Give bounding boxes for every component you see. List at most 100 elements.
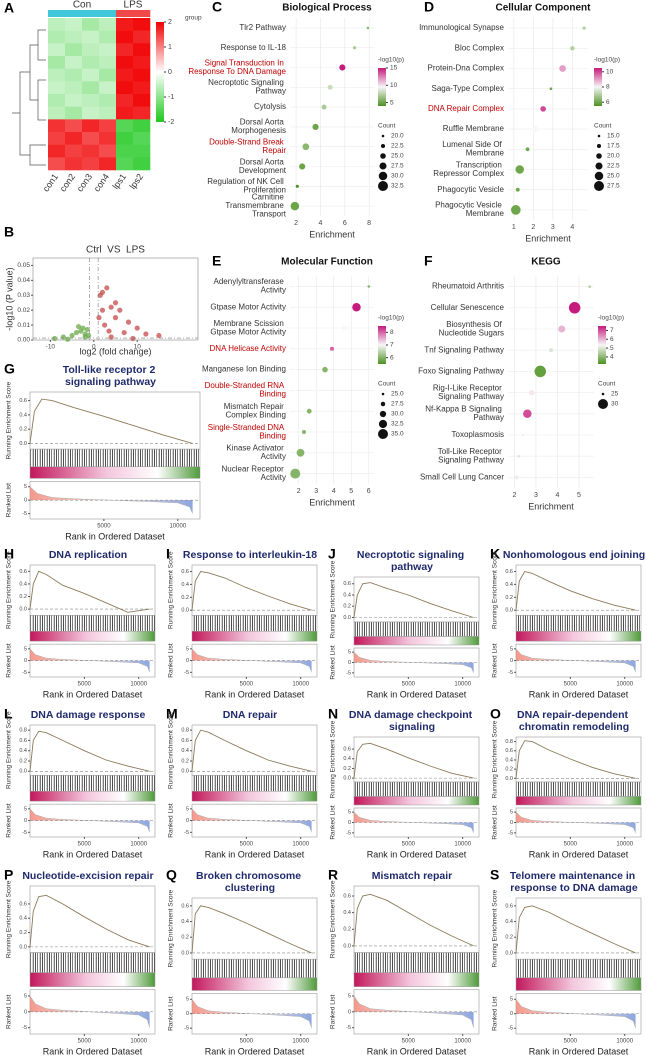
y-tick-label: 0.2 — [343, 766, 351, 772]
y-tick-label: 0.2 — [19, 758, 27, 764]
y-tick-label: 0.2 — [343, 604, 351, 610]
heat-cell — [82, 56, 100, 69]
dot — [534, 365, 546, 378]
plot-bg — [290, 276, 374, 484]
size-key — [378, 181, 388, 191]
plot-frame — [32, 257, 199, 341]
ranked-line — [29, 648, 150, 673]
chart-title: DNA repair-dependent chromatin remodelin… — [517, 709, 631, 733]
heat-cell — [65, 43, 83, 57]
heat-cell — [82, 18, 100, 31]
panel-label: D — [424, 0, 434, 15]
x-tick-label: 1 — [512, 224, 516, 231]
y-tick-label: 0.6 — [343, 893, 351, 899]
chart-title: Nonhomologous end joining — [503, 549, 645, 561]
point — [108, 304, 114, 310]
heat-cell — [48, 106, 66, 120]
point — [65, 336, 71, 342]
size-key-label: 25.0 — [391, 153, 404, 160]
category-label: Rheumatoid Arthritis — [432, 282, 504, 291]
x-tick-label: 10000 — [616, 682, 633, 688]
colorbar-tick-label: 7 — [390, 342, 394, 349]
colorbar-title: -log10(p) — [598, 315, 624, 322]
running-score — [29, 730, 150, 772]
size-key-label: 27.5 — [391, 401, 404, 408]
x-tick-label: 10000 — [130, 842, 147, 848]
size-key-label: 25.0 — [607, 173, 620, 180]
category-label: Membrane Scission Gtpase Motor Activity — [210, 319, 286, 337]
chart-title: Toll-like receptor 2 signaling pathway — [63, 364, 159, 388]
colorbar-tick-label: 10 — [606, 69, 614, 76]
heat-cell — [48, 68, 66, 82]
category-label: Cytolysis — [254, 102, 286, 111]
panel-label: O — [490, 706, 501, 722]
hit-barcode — [191, 958, 318, 979]
y-tick-label: 0.0 — [19, 769, 27, 775]
y-tick-label: 0 — [348, 660, 351, 666]
group-label: Con — [73, 0, 91, 11]
point — [73, 329, 80, 336]
heat-cell — [116, 94, 134, 107]
x-axis-label: Rank in Ordered Dataset — [205, 1046, 305, 1056]
x-tick-label: 5000 — [240, 842, 254, 848]
category-label: DNA Repair Complex — [428, 104, 504, 113]
size-key — [381, 392, 385, 396]
x-axis-label: Enrichment — [528, 501, 574, 511]
y-axis-label: Ranked List — [330, 994, 337, 1029]
dot — [290, 468, 301, 479]
colorbar-tick-label: 10 — [390, 82, 398, 89]
heat-cell — [48, 144, 66, 158]
y-tick-label: 0.6 — [505, 748, 513, 754]
heat-cell — [65, 30, 83, 44]
hit-barcode — [29, 448, 201, 468]
colorbar — [378, 68, 386, 106]
x-tick-label: 0 — [92, 344, 96, 351]
heat-cell — [65, 157, 83, 171]
heat-cell — [99, 18, 117, 31]
panel-label: C — [212, 0, 222, 15]
x-tick-label: 10000 — [454, 1039, 471, 1045]
category-label: Transcription Repressor Complex — [433, 160, 504, 178]
panel-label: G — [4, 361, 15, 377]
y-tick-label: 0.8 — [505, 739, 513, 745]
x-axis-label: Rank in Ordered Dataset — [205, 849, 305, 859]
hit-barcode — [191, 615, 318, 632]
x-tick-label: 10000 — [616, 1039, 633, 1045]
y-tick-label: 0.2 — [505, 595, 513, 601]
x-tick-label: 10 — [134, 344, 142, 351]
column-label: con1 — [41, 172, 60, 194]
heat-cell — [99, 43, 117, 57]
category-label: Nuclear Receptor Activity — [222, 464, 286, 482]
plot-bg — [508, 18, 588, 220]
y-tick-label: -5 — [184, 1026, 189, 1032]
y-tick-label: 0.0 — [181, 950, 189, 956]
size-key-label: 25 — [611, 391, 619, 398]
x-tick-label: 10000 — [454, 682, 471, 688]
running-frame — [191, 564, 318, 616]
dot — [327, 84, 333, 90]
y-tick-label: 0.0 — [181, 769, 189, 775]
heat-cell — [82, 68, 100, 82]
hit-barcode — [29, 775, 156, 792]
y-tick-label: 0.01 — [17, 322, 30, 329]
category-label: Toxoplasmosis — [452, 430, 504, 439]
hit-barcode — [29, 615, 156, 632]
size-key-label: 17.5 — [607, 143, 620, 150]
y-tick-label: 0.8 — [181, 728, 189, 734]
x-axis-label: Rank in Ordered Dataset — [529, 1046, 629, 1056]
dot — [514, 475, 519, 480]
y-axis-label: Ranked List — [168, 803, 175, 838]
y-tick-label: 0 — [24, 1009, 27, 1015]
y-axis-label: Running Enrichment Score — [6, 711, 13, 789]
y-axis-label: Ranked List — [492, 643, 499, 678]
y-tick-label: 0.4 — [181, 919, 189, 925]
size-key-label: 27.5 — [607, 183, 620, 190]
hit-barcode — [191, 775, 318, 792]
y-tick-label: 5 — [186, 806, 189, 812]
y-axis-label: -log10 (P value) — [4, 267, 14, 330]
ranked-line — [191, 999, 312, 1029]
point — [99, 289, 106, 295]
y-tick-label: -5 — [22, 1025, 27, 1031]
category-label: Phagocytic Vesicle — [437, 185, 504, 194]
y-tick-label: 0.00 — [17, 337, 30, 344]
